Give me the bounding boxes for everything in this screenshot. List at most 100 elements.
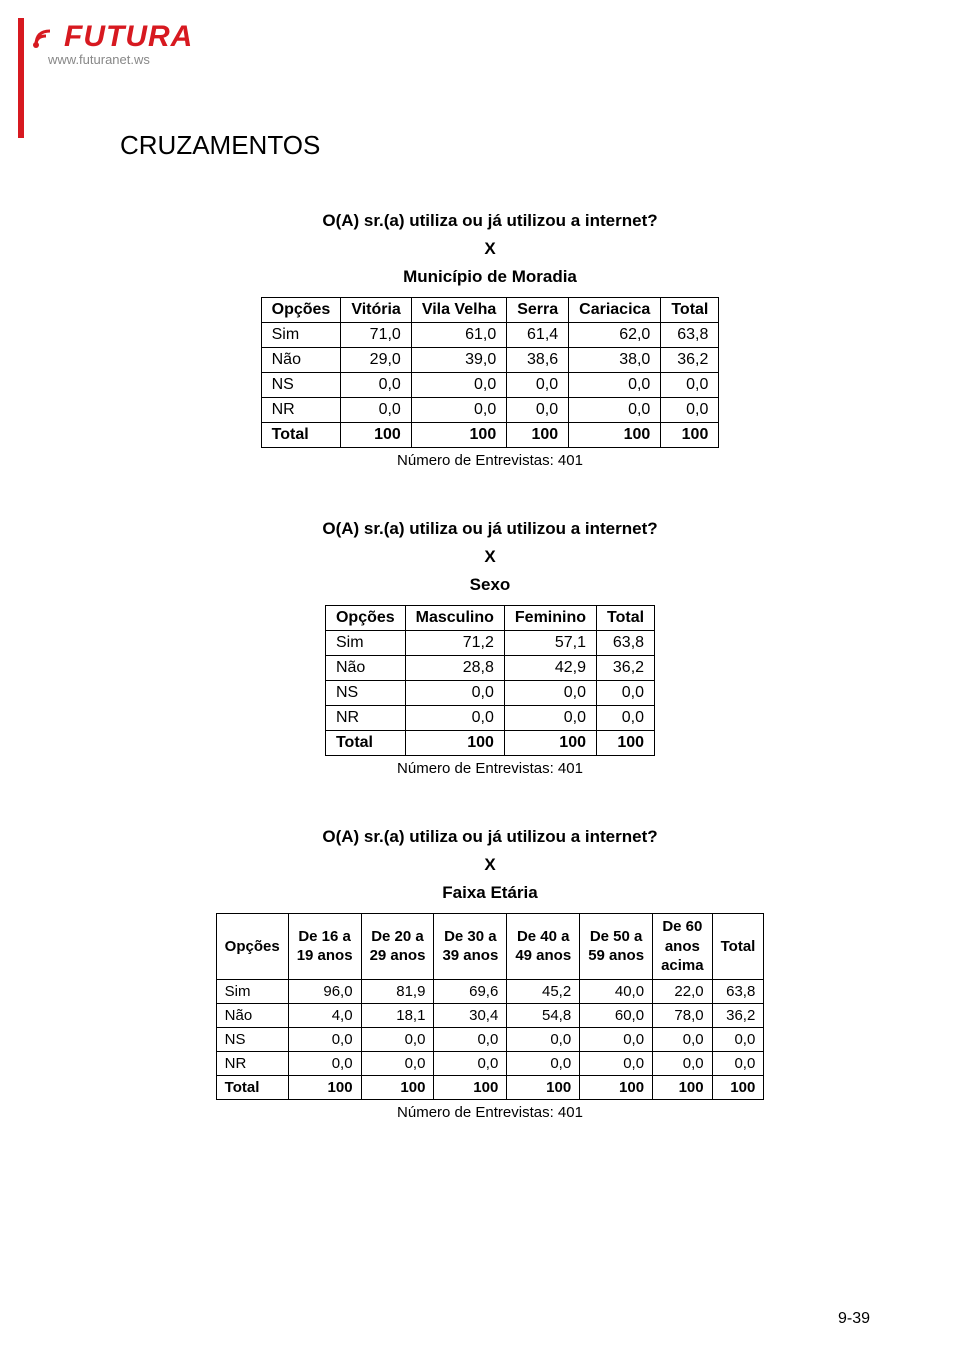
row-label: NS (216, 1027, 288, 1051)
table-row: Não29,039,038,638,036,2 (261, 348, 719, 373)
cell: 0,0 (661, 398, 719, 423)
cell: 100 (434, 1075, 507, 1099)
cell: 61,0 (411, 323, 506, 348)
cell: 63,8 (712, 979, 764, 1003)
question-title-1: O(A) sr.(a) utiliza ou já utilizou a int… (120, 211, 860, 231)
cell: 96,0 (288, 979, 361, 1003)
signal-icon (30, 23, 58, 51)
cell: 100 (661, 423, 719, 448)
table-row: NS0,00,00,00,00,00,00,0 (216, 1027, 764, 1051)
cell: 18,1 (361, 1003, 434, 1027)
col-header: De 50 a59 anos (580, 914, 653, 980)
cell: 0,0 (569, 373, 661, 398)
col-header: Opções (325, 606, 405, 631)
cell: 4,0 (288, 1003, 361, 1027)
row-label: NS (261, 373, 341, 398)
row-label: Total (216, 1075, 288, 1099)
col-header: De 20 a29 anos (361, 914, 434, 980)
cell: 0,0 (361, 1051, 434, 1075)
cell: 0,0 (507, 1027, 580, 1051)
table-row: Total100100100100100 (261, 423, 719, 448)
page: FUTURA www.futuranet.ws CRUZAMENTOS O(A)… (0, 0, 960, 1356)
brand-name: FUTURA (64, 20, 193, 54)
section-faixa-etaria: O(A) sr.(a) utiliza ou já utilizou a int… (120, 827, 860, 1121)
table-row: Sim96,081,969,645,240,022,063,8 (216, 979, 764, 1003)
cell: 69,6 (434, 979, 507, 1003)
cell: 0,0 (504, 681, 596, 706)
caption-3: Número de Entrevistas: 401 (120, 1104, 860, 1121)
cell: 100 (507, 1075, 580, 1099)
cell: 100 (569, 423, 661, 448)
cell: 60,0 (580, 1003, 653, 1027)
cell: 0,0 (653, 1051, 713, 1075)
cell: 57,1 (504, 631, 596, 656)
cell: 71,2 (405, 631, 504, 656)
cell: 0,0 (434, 1027, 507, 1051)
x-label-2: X (120, 547, 860, 567)
cell: 0,0 (411, 398, 506, 423)
cell: 42,9 (504, 656, 596, 681)
question-title-3: O(A) sr.(a) utiliza ou já utilizou a int… (120, 827, 860, 847)
cell: 0,0 (580, 1027, 653, 1051)
cell: 0,0 (411, 373, 506, 398)
row-label: Não (261, 348, 341, 373)
col-header: Total (597, 606, 655, 631)
table-row: NS0,00,00,0 (325, 681, 654, 706)
row-label: Total (261, 423, 341, 448)
cell: 0,0 (580, 1051, 653, 1075)
cell: 100 (712, 1075, 764, 1099)
content: CRUZAMENTOS O(A) sr.(a) utiliza ou já ut… (120, 130, 860, 1121)
cell: 0,0 (434, 1051, 507, 1075)
table-faixa-etaria: OpçõesDe 16 a19 anosDe 20 a29 anosDe 30 … (216, 913, 765, 1100)
cell: 100 (507, 423, 569, 448)
x-label-3: X (120, 855, 860, 875)
section-sexo: O(A) sr.(a) utiliza ou já utilizou a int… (120, 519, 860, 777)
caption-1: Número de Entrevistas: 401 (120, 452, 860, 469)
cell: 0,0 (597, 681, 655, 706)
cell: 0,0 (405, 706, 504, 731)
cell: 0,0 (504, 706, 596, 731)
section-municipio: O(A) sr.(a) utiliza ou já utilizou a int… (120, 211, 860, 469)
cell: 100 (580, 1075, 653, 1099)
row-label: Sim (325, 631, 405, 656)
cell: 81,9 (361, 979, 434, 1003)
table-row: NR0,00,00,0 (325, 706, 654, 731)
cell: 100 (405, 731, 504, 756)
col-header: Masculino (405, 606, 504, 631)
subtitle-2: Sexo (120, 575, 860, 595)
cell: 45,2 (507, 979, 580, 1003)
cell: 63,8 (661, 323, 719, 348)
cell: 30,4 (434, 1003, 507, 1027)
cell: 54,8 (507, 1003, 580, 1027)
row-label: Sim (216, 979, 288, 1003)
cell: 38,6 (507, 348, 569, 373)
cell: 28,8 (405, 656, 504, 681)
cell: 0,0 (597, 706, 655, 731)
col-header: Vitória (341, 298, 412, 323)
cell: 0,0 (288, 1027, 361, 1051)
brand-url: www.futuranet.ws (48, 52, 193, 67)
row-label: NS (325, 681, 405, 706)
x-label-1: X (120, 239, 860, 259)
cell: 100 (361, 1075, 434, 1099)
table-row: Total100100100 (325, 731, 654, 756)
cell: 62,0 (569, 323, 661, 348)
cell: 38,0 (569, 348, 661, 373)
cell: 40,0 (580, 979, 653, 1003)
cell: 71,0 (341, 323, 412, 348)
cell: 100 (341, 423, 412, 448)
col-header: Total (712, 914, 764, 980)
row-label: NR (325, 706, 405, 731)
cell: 0,0 (507, 398, 569, 423)
cell: 78,0 (653, 1003, 713, 1027)
cell: 100 (288, 1075, 361, 1099)
col-header: De 30 a39 anos (434, 914, 507, 980)
row-label: NR (216, 1051, 288, 1075)
cell: 0,0 (341, 398, 412, 423)
logo-accent-bar (18, 18, 24, 138)
brand-logo: FUTURA www.futuranet.ws (30, 20, 193, 67)
row-label: Total (325, 731, 405, 756)
cell: 0,0 (405, 681, 504, 706)
cell: 0,0 (661, 373, 719, 398)
row-label: Não (325, 656, 405, 681)
